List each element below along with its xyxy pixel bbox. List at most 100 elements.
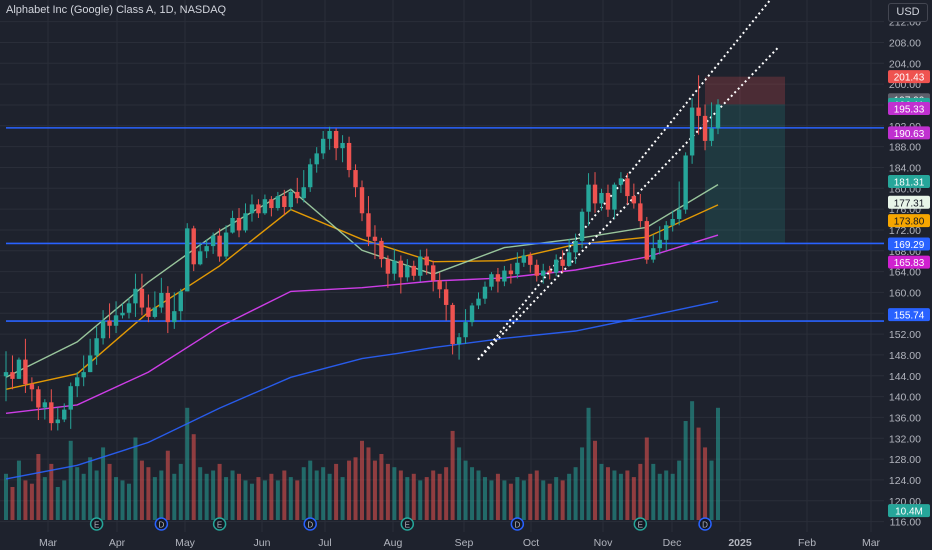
volume-bar [392,467,397,520]
candle-body [405,265,410,278]
candle-body [495,274,501,282]
volume-bar [256,477,261,520]
price-label-text: 165.83 [894,258,925,269]
volume-bar [321,467,326,520]
candle-body [42,402,48,408]
volume-bar [62,480,67,520]
y-tick-label: 160.00 [889,287,921,299]
volume-bar [23,480,28,520]
volume-bar [631,477,636,520]
moving-average-line [5,183,719,378]
volume-bar [308,460,313,520]
candle-body [431,265,436,281]
price-label-text: 177.31 [894,198,925,209]
candle-body [256,204,261,214]
candle-body [275,196,281,209]
volume-bar [515,477,520,520]
volume-bar [521,480,526,520]
candle-body [94,338,99,356]
volume-bar [334,463,339,520]
price-label-text: 201.43 [894,73,925,84]
volume-bar [573,467,578,520]
volume-bar [360,440,364,520]
volume-bar [398,470,403,520]
y-tick-label: 184.00 [889,162,921,174]
volume-bar [159,470,164,520]
candle-body [592,184,598,204]
price-label-text: 155.74 [894,311,925,322]
x-tick-label: Jun [254,537,271,549]
candle-body [638,203,643,222]
candle-body [62,409,67,420]
event-label: E [217,521,222,530]
candle-body [689,107,695,156]
volume-bar [618,473,623,520]
candle-body [670,219,675,226]
candle-body [139,288,145,308]
price-label-box [888,504,930,518]
volume-bar [340,477,345,520]
volume-bar [567,473,572,520]
candle-body [521,255,527,263]
x-tick-label: Oct [523,537,539,549]
candle-body [288,191,293,208]
y-tick-label: 148.00 [889,350,921,362]
earnings-marker [303,517,317,531]
candle-body [560,259,565,266]
candle-body [185,228,190,292]
price-label-text: 10.4M [895,507,923,518]
candle-body [515,262,520,275]
candle-body [534,264,539,276]
volume-bar [586,407,591,520]
volume-bar [554,477,559,520]
volume-bar [198,467,203,520]
y-tick-label: 204.00 [889,58,921,70]
y-tick-label: 136.00 [889,412,921,424]
candle-body [463,322,468,338]
price-label-box [888,255,930,269]
price-label-box [888,174,930,188]
candle-body [249,204,255,214]
volume-bar [470,467,475,520]
candle-body [489,274,494,287]
candle-body [262,199,268,214]
volume-bar [444,467,449,520]
candle-body [301,187,306,199]
candle-body [696,107,701,116]
price-label-box [888,126,930,140]
volume-bar [657,473,662,520]
candle-body [172,311,177,323]
volume-bar [683,421,688,520]
candle-body [308,164,313,188]
volume-bar [29,483,34,520]
candle-body [126,303,132,313]
volume-bar [327,473,332,520]
volume-bar [541,480,546,520]
price-label-text: 169.29 [894,240,925,251]
candle-body [469,305,475,323]
volume-bar [450,430,455,520]
volume-bar [347,460,352,520]
candle-body [320,138,326,154]
candle-body [133,288,138,304]
volume-bar [139,460,144,520]
candle-body [353,170,358,188]
candle-body [476,298,481,306]
candle-body [385,259,391,274]
volume-bar [690,401,695,520]
volume-bar [55,487,60,520]
volume-bar [295,480,300,520]
volume-bar [379,454,384,520]
volume-bar [366,447,371,520]
candle-body [418,256,423,276]
currency-button[interactable]: USD [888,3,928,22]
candle-body [573,240,578,253]
volume-bar [114,477,119,520]
volume-bar [625,470,630,520]
candle-body [204,246,209,252]
volume-bar [709,460,714,520]
volume-bar [677,460,682,520]
candle-body [599,192,604,204]
candle-body [456,337,462,344]
